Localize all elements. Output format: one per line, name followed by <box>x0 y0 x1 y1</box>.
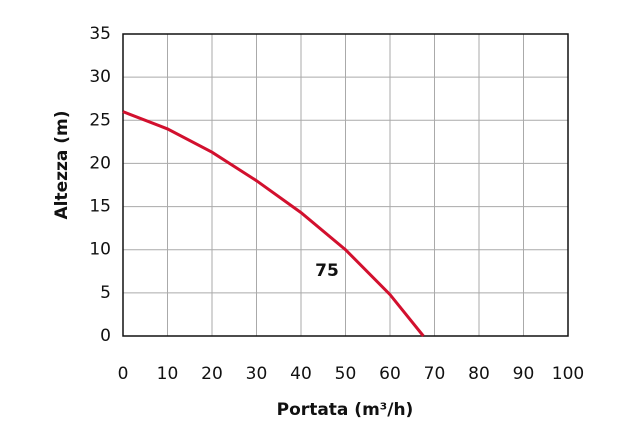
curve <box>122 110 425 337</box>
curve-annotation: 75 <box>315 261 339 281</box>
x-tick-label: 80 <box>468 364 490 384</box>
x-tick-label: 90 <box>513 364 535 384</box>
x-tick-label: 50 <box>335 364 357 384</box>
plot-frame <box>122 33 569 337</box>
x-tick-label: 40 <box>290 364 312 384</box>
x-tick-label: 30 <box>246 364 268 384</box>
y-tick-label: 10 <box>89 240 111 260</box>
y-axis-label: Altezza (m) <box>52 110 72 219</box>
x-axis-label: Portata (m³/h) <box>277 400 414 420</box>
x-tick-label: 70 <box>424 364 446 384</box>
y-tick-label: 25 <box>89 110 111 130</box>
y-tick-label: 5 <box>100 283 111 303</box>
x-tick-label: 100 <box>552 364 584 384</box>
x-tick-label: 0 <box>118 364 129 384</box>
y-tick-label: 20 <box>89 153 111 173</box>
y-tick-label: 30 <box>89 67 111 87</box>
y-tick-label: 0 <box>100 326 111 346</box>
x-tick-label: 20 <box>201 364 223 384</box>
x-tick-label: 10 <box>157 364 179 384</box>
y-tick-label: 15 <box>89 197 111 217</box>
x-tick-label: 60 <box>379 364 401 384</box>
y-tick-label: 35 <box>89 24 111 44</box>
